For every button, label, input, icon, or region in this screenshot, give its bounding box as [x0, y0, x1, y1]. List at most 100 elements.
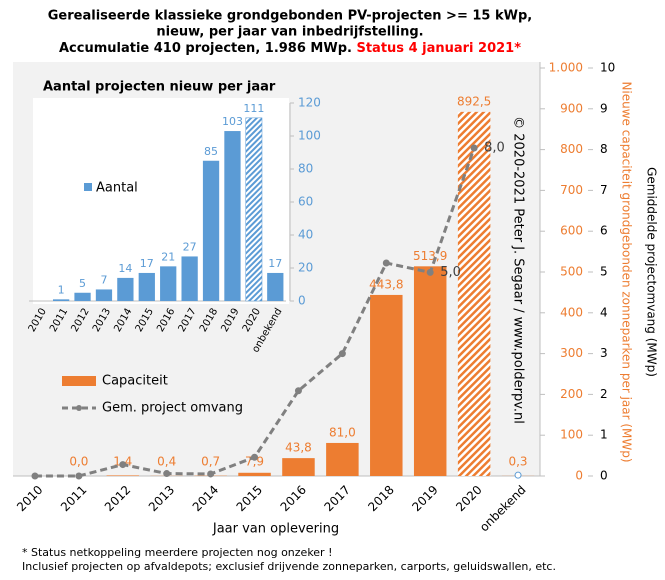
y-axis-label: Nieuwe capaciteit grondgebonden zonnepar… [620, 81, 634, 462]
status: Status 4 januari 2021* [356, 41, 521, 56]
y2-tick-label: 1 [600, 428, 608, 442]
line-marker [31, 472, 39, 480]
value-label: 21 [161, 250, 175, 263]
y-tick-label: 0 [575, 469, 583, 483]
copyright: © 2020-2021 Peter J. Segaar / www.polder… [511, 116, 526, 424]
y2-tick-label: 6 [600, 224, 608, 238]
value-label: 0,7 [201, 455, 220, 469]
line-marker [470, 144, 478, 152]
x-tick-label: 2011 [58, 483, 89, 514]
y2-tick-label: 0 [600, 469, 608, 483]
y-tick-label: 80 [298, 162, 313, 176]
legend-label: Aantal [96, 181, 138, 196]
x-tick-label: 2013 [146, 483, 177, 514]
y-tick-label: 40 [298, 228, 313, 242]
value-label: 81,0 [329, 425, 356, 439]
y2-tick-label: 9 [600, 101, 608, 115]
bar [117, 277, 134, 301]
value-label: 892,5 [457, 94, 491, 108]
value-label: 103 [222, 115, 243, 128]
legend-swatch [76, 405, 82, 411]
y-tick-label: 300 [560, 346, 583, 360]
line-marker [163, 470, 171, 478]
x-tick-label: 2014 [190, 483, 221, 514]
y-tick-label: 800 [560, 142, 583, 156]
bar [74, 292, 91, 301]
x-tick-label: 2010 [14, 483, 45, 514]
y-tick-label: 100 [298, 129, 321, 143]
legend-label: Gem. project omvang [102, 401, 243, 416]
bar [95, 289, 113, 301]
x-tick-label: 2020 [453, 483, 484, 514]
bar [106, 475, 140, 476]
value-label: 7 [100, 273, 107, 286]
y2-tick-label: 2 [600, 387, 608, 401]
bar [181, 256, 198, 301]
bar [413, 266, 447, 476]
bar [138, 272, 155, 301]
legend-swatch [62, 376, 96, 386]
line-value-label: 5,0 [440, 265, 461, 280]
y-tick-label: 0 [298, 294, 306, 308]
y-tick-label: 20 [298, 261, 313, 275]
y-tick-label: 900 [560, 101, 583, 115]
value-label: 85 [204, 145, 218, 158]
y-tick-label: 400 [560, 305, 583, 319]
title-line: Accumulatie 410 projecten, 1.986 MWp. [59, 41, 352, 56]
line-marker [207, 470, 215, 478]
x-tick-label: onbekend [477, 483, 529, 535]
value-label: 513,9 [413, 249, 447, 263]
footnote: * Status netkoppeling meerdere projecten… [22, 546, 333, 559]
y-tick-label: 600 [560, 224, 583, 238]
line-marker [338, 350, 346, 358]
bar [202, 160, 220, 301]
y2-tick-label: 4 [600, 305, 608, 319]
line-marker [251, 453, 259, 461]
x-tick-label: 2016 [278, 483, 309, 514]
title-line: nieuw, per jaar van inbedrijfstelling. [156, 25, 423, 40]
x-tick-label: 2017 [321, 483, 352, 514]
x-tick-label: 2015 [234, 483, 265, 514]
bar [370, 294, 403, 476]
value-label: 0,3 [508, 455, 527, 469]
x-tick-label: 2018 [365, 483, 396, 514]
line-marker [294, 387, 302, 395]
value-label: 1 [58, 283, 65, 296]
line-marker [382, 259, 390, 267]
value-label: 111 [243, 102, 264, 115]
y-tick-label: 100 [560, 428, 583, 442]
y-tick-label: 500 [560, 265, 583, 279]
y2-tick-label: 10 [600, 61, 615, 75]
inset-title: Aantal projecten nieuw per jaar [43, 80, 276, 95]
y-tick-label: 200 [560, 387, 583, 401]
line-value-label: 8,0 [484, 140, 505, 155]
y-tick-label: 60 [298, 195, 313, 209]
y2-tick-label: 8 [600, 142, 608, 156]
line-marker [119, 461, 127, 469]
value-label: 17 [268, 257, 282, 270]
y2-axis-label: Gemiddelde projectomvang (MWp) [645, 167, 659, 377]
value-label: 5 [79, 277, 86, 290]
line-marker [75, 472, 83, 480]
bar [267, 272, 284, 301]
y-tick-label: 700 [560, 183, 583, 197]
legend-label: Capaciteit [102, 374, 168, 389]
bar [245, 117, 263, 302]
y-tick-label: 1.000 [549, 61, 583, 75]
x-tick-label: 2012 [102, 483, 133, 514]
bar [282, 458, 315, 476]
value-label: 17 [140, 257, 154, 270]
y2-tick-label: 7 [600, 183, 608, 197]
bar [326, 442, 359, 476]
bar [457, 111, 491, 477]
value-label: 0,0 [69, 455, 88, 469]
line-marker [426, 268, 434, 276]
title-line: Accumulatie 410 projecten, 1.986 MWp. St… [59, 41, 521, 56]
bar [238, 472, 271, 476]
value-label: 14 [118, 262, 132, 275]
title-line: Gerealiseerde klassieke grondgebonden PV… [48, 9, 532, 24]
legend-swatch [84, 183, 92, 191]
value-label: 43,8 [285, 441, 312, 455]
y2-tick-label: 3 [600, 346, 608, 360]
